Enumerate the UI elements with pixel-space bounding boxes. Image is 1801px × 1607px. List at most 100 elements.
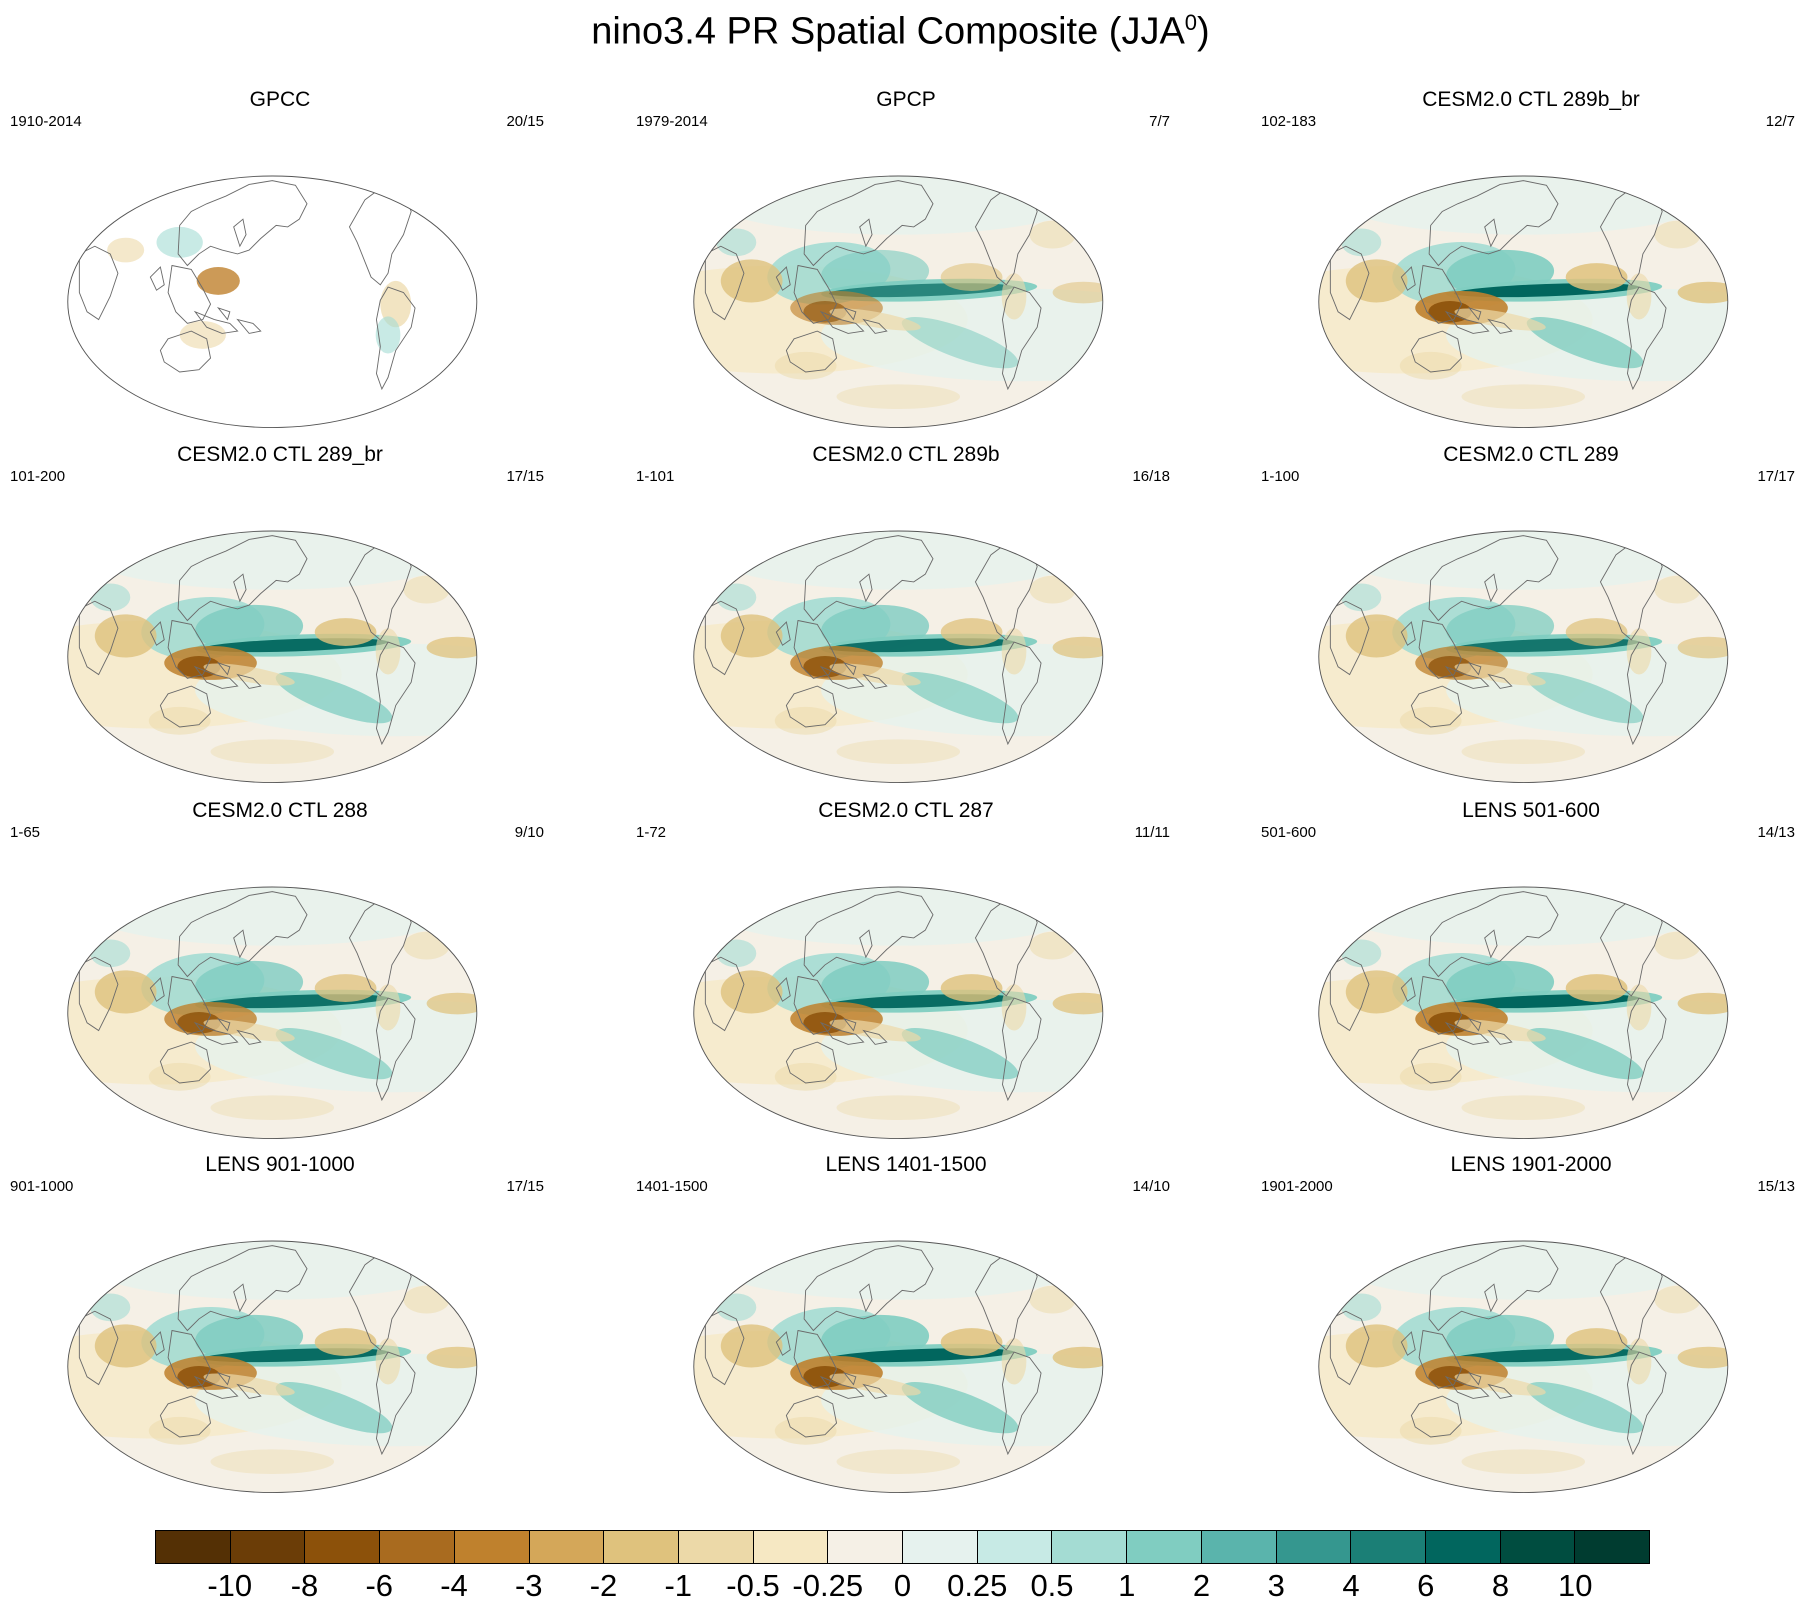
coastline [159,1395,212,1438]
coastline [1638,180,1660,193]
coastline [700,203,737,232]
colorbar-swatch [1425,1531,1501,1563]
coastline [1329,245,1370,321]
panel-title: LENS 1901-2000 [1450,1153,1612,1176]
coastline [1418,619,1463,679]
coastline [193,310,239,334]
robinson-map [1318,530,1729,784]
precipitation-field [693,175,1103,428]
precipitation-field [1318,886,1728,1139]
panel-event-count: 14/13 [1757,824,1795,841]
panel-event-count: 15/13 [1757,1178,1795,1195]
coastline [775,1331,791,1356]
coastline [1607,887,1633,900]
colorbar-label: 1 [1118,1568,1136,1603]
coastline [167,619,212,679]
coastline [1428,535,1559,622]
coastline [803,1245,934,1332]
coastline [1059,550,1100,575]
map-panel: CESM2.0 CTL 288 1-65 9/10 [0,799,560,1154]
panel-period: 1901-2000 [1261,1178,1333,1195]
colorbar-label: -6 [365,1568,394,1603]
coastline [1484,929,1498,959]
panel-event-count: 17/17 [1757,468,1795,485]
coastline [793,619,838,679]
coastline [1418,264,1463,324]
coastline [859,573,873,603]
coastline [775,977,791,1002]
panel-title: CESM2.0 CTL 289_br [177,443,383,466]
coastline [433,1260,474,1285]
robinson-map [693,1240,1104,1494]
coastline [1487,673,1513,689]
coastline [149,1331,165,1356]
coastline [1484,218,1498,248]
coastline [1638,891,1660,904]
coastline [1329,600,1370,676]
colorbar-label: -8 [290,1568,319,1603]
coastline [1444,310,1490,334]
coastline [819,665,865,689]
map-border [67,175,478,429]
panel-period: 101-200 [10,468,66,485]
coastline [982,887,1008,900]
coastline [1059,906,1100,931]
panel-event-count: 17/15 [506,1178,544,1195]
colorbar-swatch [977,1531,1053,1563]
coastline [149,977,165,1002]
coastline [859,1283,873,1313]
coastline [216,662,231,676]
map-panel: LENS 1901-2000 1901-2000 15/13 [1251,1153,1801,1508]
coastline [1684,1260,1725,1285]
map-border [693,1240,1104,1494]
robinson-map [693,175,1104,429]
coastline [1418,975,1463,1035]
colorbar-label: -3 [514,1568,543,1603]
panel-title: CESM2.0 CTL 288 [192,799,368,822]
map-panel: LENS 501-600 501-600 14/13 [1251,799,1801,1154]
colorbar-swatch [1127,1531,1202,1563]
coastline [819,1375,865,1399]
coastline [1626,286,1667,391]
colorbar-swatch [903,1531,978,1563]
panel-event-count: 12/7 [1765,113,1795,130]
coastline [1410,1395,1463,1438]
coastline [1325,914,1362,943]
precipitation-field [1318,1240,1728,1493]
precipitation-field [1318,530,1728,783]
precipitation-field [693,530,1103,783]
coastline [1001,641,1042,746]
coastline [1444,1021,1490,1045]
colorbar-swatch [678,1531,754,1563]
coastline [1013,535,1035,548]
colorbar-label: -4 [440,1568,468,1603]
robinson-map [693,886,1104,1140]
map-panel: LENS 1401-1500 1401-1500 14/10 [626,1153,1186,1508]
coastline [803,891,934,978]
coastline [785,1395,838,1438]
panel-title: GPCP [876,88,936,111]
coastline [1484,573,1498,603]
colorbar-swatch [1052,1531,1128,1563]
coastline [1400,1331,1416,1356]
panel-title: CESM2.0 CTL 287 [818,799,994,822]
coastline [842,662,857,676]
colorbar-label: 4 [1342,1568,1360,1603]
colorbar-label: 0 [893,1568,912,1603]
map-panel: CESM2.0 CTL 289 1-100 17/17 [1251,443,1801,798]
figure-title: nino3.4 PR Spatial Composite (JJA0) [591,10,1210,53]
coastline [78,600,119,676]
coastline [149,621,165,646]
precipitation-field [67,530,477,783]
coastline [433,906,474,931]
coastline [1684,195,1725,220]
coastline [159,330,212,373]
coastline [1410,685,1463,728]
colorbar-swatch [529,1531,605,1563]
robinson-map [67,530,478,784]
map-panel: LENS 901-1000 901-1000 17/15 [0,1153,560,1508]
panel-event-count: 17/15 [506,468,544,485]
map-panel: GPCP 1979-2014 7/7 [626,88,1186,443]
coastline [236,318,262,334]
coastline [356,176,382,189]
